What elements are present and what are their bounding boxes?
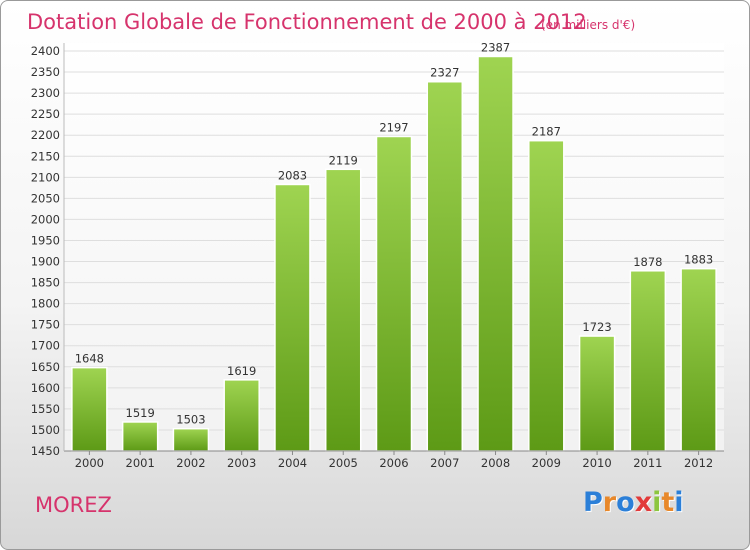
y-tick-label: 1950 [31,233,60,247]
value-label-2011: 1878 [633,255,662,269]
x-tick-label-2003: 2003 [227,456,256,470]
bars: 1648 1519 1503 1619 2083 2119 2197 2327 2387 2187… [71,40,717,452]
y-tick-label: 1700 [31,339,60,353]
bar-2000 [71,366,108,452]
x-tick-label-2002: 2002 [176,456,205,470]
value-label-2003: 1619 [227,364,256,378]
y-tick-label: 1750 [31,318,60,332]
bar-2005 [324,168,362,452]
proxiti-logo[interactable]: Proxiti [583,487,684,518]
y-tick-label: 2300 [31,86,60,100]
bar-2006 [375,135,413,452]
y-tick-label: 1450 [31,444,60,458]
value-label-2006: 2197 [379,120,408,134]
x-tick-label-2008: 2008 [481,456,510,470]
y-tick-label: 2150 [31,149,60,163]
y-tick-label: 2200 [31,128,60,142]
logo-letter: P [583,487,603,518]
chart-title: Dotation Globale de Fonctionnement de 20… [27,10,587,34]
x-tick-label-2007: 2007 [430,456,459,470]
x-tick-label-2004: 2004 [278,456,307,470]
logo-letter: x [634,487,653,518]
town-name: MOREZ [35,493,112,517]
value-label-2002: 1503 [176,413,205,427]
x-tick-label-2006: 2006 [379,456,408,470]
y-tick-label: 2250 [31,107,60,121]
bar-2003 [223,379,260,452]
y-tick-label: 2400 [31,44,60,58]
value-label-2010: 1723 [582,320,611,334]
logo-letter: i [652,487,662,518]
value-label-2001: 1519 [126,406,155,420]
y-axis-ticks: 1450 1500 1550 1600 1650 1700 1750 1800 1850 1900… [31,44,60,458]
value-label-2004: 2083 [278,168,307,182]
bar-2010 [578,335,616,452]
y-tick-label: 1900 [31,255,60,269]
bar-2001 [121,421,159,452]
y-tick-label: 2100 [31,170,60,184]
x-tick-label-2005: 2005 [329,456,358,470]
y-tick-label: 2000 [31,212,60,226]
logo-letter: t [661,487,675,518]
y-tick-label: 1800 [31,297,60,311]
y-tick-label: 1650 [31,360,60,374]
value-label-2012: 1883 [684,253,713,267]
value-label-2007: 2327 [430,66,459,80]
x-axis-ticks: 2000 2001 2002 2003 2004 2005 2006 2007 2008 2009… [75,451,713,470]
bar-2008 [477,55,514,452]
y-tick-label: 1550 [31,402,60,416]
logo-letter: i [674,487,684,518]
chart-subtitle: (en milliers d'€) [541,18,635,32]
x-tick-label-2010: 2010 [582,456,611,470]
bar-2007 [426,80,464,452]
y-tick-label: 1500 [31,423,60,437]
logo-letter: o [616,487,635,518]
value-label-2000: 1648 [75,352,104,366]
y-tick-label: 1600 [31,381,60,395]
logo-letter: r [602,487,617,518]
bar-2011 [629,270,667,452]
value-label-2009: 2187 [532,125,561,139]
bar-2012 [680,267,717,452]
y-tick-label: 1850 [31,276,60,290]
y-tick-label: 2350 [31,65,60,79]
y-tick-label: 2050 [31,191,60,205]
x-tick-label-2012: 2012 [684,456,713,470]
bar-2004 [274,183,311,452]
value-label-2005: 2119 [329,153,358,167]
bar-2009 [528,139,565,452]
bar-2002 [172,427,210,452]
x-tick-label-2011: 2011 [633,456,662,470]
x-tick-label-2001: 2001 [126,456,155,470]
x-tick-label-2009: 2009 [532,456,561,470]
value-label-2008: 2387 [481,40,510,54]
x-tick-label-2000: 2000 [75,456,104,470]
